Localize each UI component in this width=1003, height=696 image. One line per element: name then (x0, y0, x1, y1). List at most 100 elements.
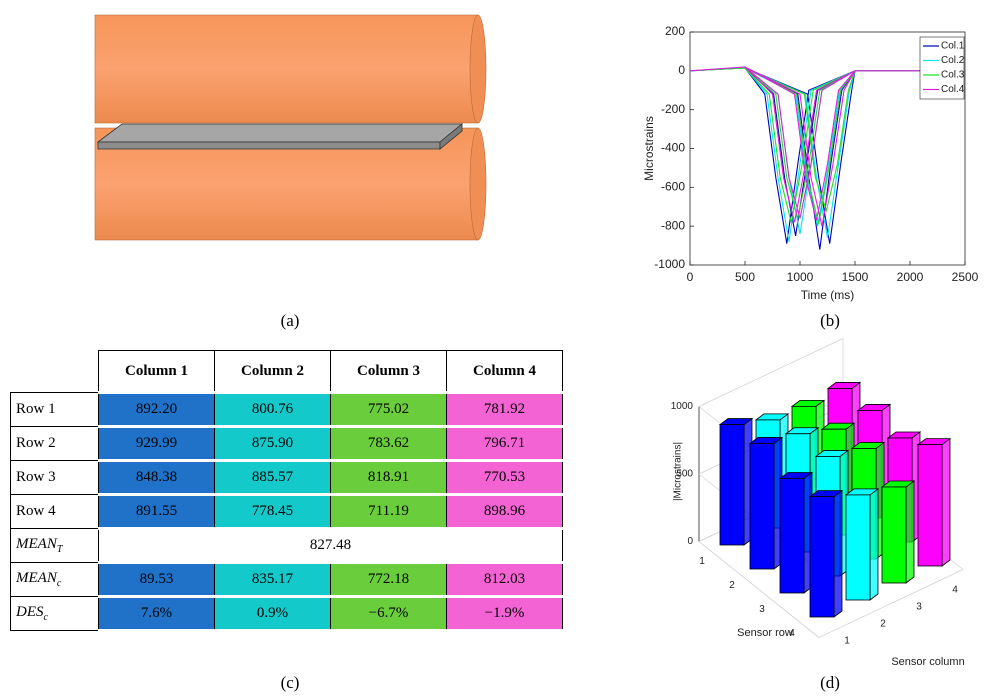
lower-roller-end (470, 128, 486, 240)
row-tick-label: 1 (699, 556, 705, 567)
x-tick-label: 2500 (952, 270, 979, 284)
cell: 783.62 (331, 427, 447, 461)
bar-front (846, 495, 870, 600)
cell: 800.76 (215, 393, 331, 427)
row-label: Row 2 (11, 427, 99, 461)
y-axis-label: Microstrains (642, 116, 656, 181)
row-label: MEANT (11, 529, 99, 563)
cell: −1.9% (447, 597, 563, 631)
cell: 770.53 (447, 461, 563, 495)
z-tick-label: 1000 (671, 401, 694, 412)
deviation-row: DESc 7.6%0.9%−6.7%−1.9% (11, 597, 563, 631)
cell: 835.17 (215, 563, 331, 597)
row-label-text: DESc (16, 604, 48, 620)
z-tick-label: 0 (687, 536, 693, 547)
label-main: MEAN (16, 570, 57, 586)
column-header: Column 3 (331, 351, 447, 393)
row-tick-label: 3 (759, 604, 765, 615)
legend-label: Col.1 (941, 41, 965, 52)
bar-front (720, 425, 744, 545)
cell: 778.45 (215, 495, 331, 529)
x-tick-label: 1000 (787, 270, 814, 284)
bar (720, 419, 752, 545)
x-axis-label: Time (ms) (801, 288, 855, 302)
bar-side (870, 489, 878, 600)
cell: 7.6% (99, 597, 215, 631)
y-tick-label: 0 (678, 63, 685, 77)
legend-label: Col.3 (941, 70, 965, 81)
cell: 891.55 (99, 495, 215, 529)
caption: (c) (281, 673, 300, 692)
y-tick-label: -1000 (654, 257, 685, 271)
column-header: Column 4 (447, 351, 563, 393)
cell: 796.71 (447, 427, 563, 461)
legend-label: Col.2 (941, 55, 965, 66)
cell: 898.96 (447, 495, 563, 529)
z-axis-label: |Microstrains| (673, 442, 684, 501)
cell: 89.53 (99, 563, 215, 597)
legend-label: Col.4 (941, 84, 965, 95)
column-tick-label: 2 (880, 619, 886, 630)
cell: −6.7% (331, 597, 447, 631)
upper-roller-end (470, 15, 486, 123)
y-tick-label: -800 (661, 218, 685, 232)
bar-side (834, 491, 842, 617)
y-tick-label: -400 (661, 141, 685, 155)
x-tick-label: 2000 (897, 270, 924, 284)
label-subscript: c (44, 612, 48, 623)
cell: 772.18 (331, 563, 447, 597)
bar-side (942, 439, 950, 566)
label-subscript: c (57, 578, 61, 589)
y-tick-label: -600 (661, 180, 685, 194)
bar (918, 439, 950, 566)
row-label: Row 4 (11, 495, 99, 529)
label-main: DES (16, 604, 44, 620)
cell: 0.9% (215, 597, 331, 631)
bar (810, 491, 842, 617)
mean-total-value: 827.48 (99, 529, 563, 563)
cell: 775.02 (331, 393, 447, 427)
caption: (d) (820, 673, 840, 692)
label-main: MEAN (16, 536, 57, 552)
row-label-text: MEANc (16, 570, 61, 586)
bar-front (810, 497, 834, 617)
row-axis-label: Sensor row (737, 627, 793, 639)
cell: 848.38 (99, 461, 215, 495)
label-subscript: T (57, 544, 63, 555)
cell: 818.91 (331, 461, 447, 495)
bar (780, 472, 812, 593)
bar-front (918, 445, 942, 566)
x-tick-label: 1500 (842, 270, 869, 284)
cell: 892.20 (99, 393, 215, 427)
column-tick-label: 3 (916, 602, 922, 613)
column-tick-label: 1 (844, 636, 850, 647)
row-label: MEANc (11, 563, 99, 597)
x-tick-label: 500 (735, 270, 755, 284)
row-tick-label: 2 (729, 580, 735, 591)
bar (750, 437, 782, 569)
column-tick-label: 4 (952, 585, 958, 596)
row-label-text: MEANT (16, 536, 62, 552)
corner (11, 351, 99, 393)
mean-column-row: MEANc 89.53835.17772.18812.03 (11, 563, 563, 597)
bar-front (780, 478, 804, 593)
column-header: Column 2 (215, 351, 331, 393)
y-tick-label: 200 (665, 24, 685, 38)
row-label: Row 1 (11, 393, 99, 427)
upper-roller (95, 15, 478, 123)
cell: 875.90 (215, 427, 331, 461)
row-label: Row 3 (11, 461, 99, 495)
cell: 781.92 (447, 393, 563, 427)
row-label: DESc (11, 597, 99, 631)
caption: (a) (281, 311, 300, 330)
data-row: Row 3848.38885.57818.91770.53 (11, 461, 563, 495)
cell: 929.99 (99, 427, 215, 461)
cell: 812.03 (447, 563, 563, 597)
bar (846, 489, 878, 600)
plate-top (98, 124, 462, 142)
